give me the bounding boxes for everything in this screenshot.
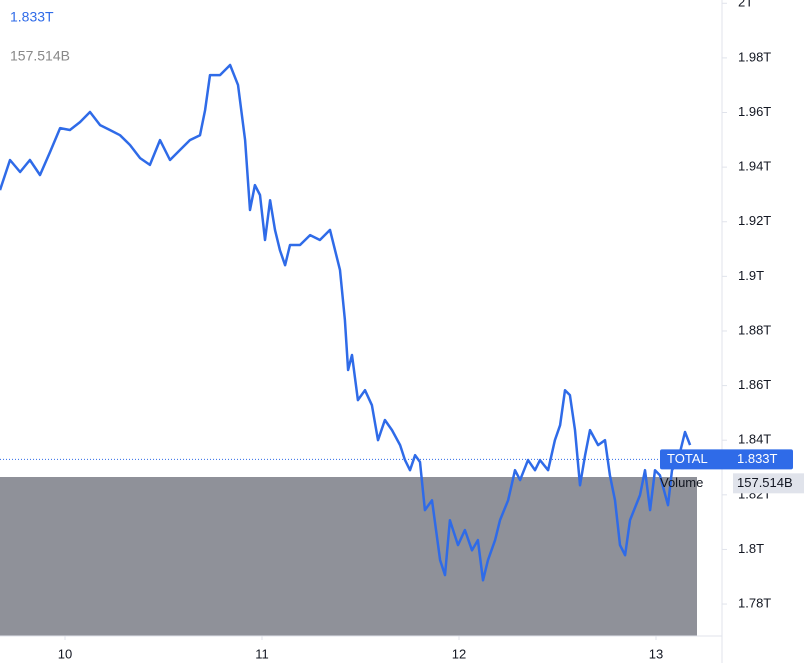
- y-tick-label: 1.96T: [738, 104, 771, 119]
- y-tick-label: 1.88T: [738, 322, 771, 337]
- volume-tag: [733, 473, 804, 494]
- y-tick-label: 1.9T: [738, 268, 764, 283]
- x-tick-label: 13: [649, 646, 663, 661]
- y-tick-label: 1.94T: [738, 159, 771, 174]
- series-name: TOTAL: [667, 451, 708, 466]
- legend-volume: 157.514B: [10, 48, 70, 64]
- price-line: [0, 63, 692, 582]
- y-tick-label: 1.78T: [738, 595, 771, 610]
- volume-name: Volume: [660, 475, 703, 490]
- y-tick-label: 1.8T: [738, 541, 764, 556]
- volume-tag-value: 157.514B: [737, 475, 793, 490]
- price-tag: [660, 449, 793, 470]
- x-tick-label: 12: [452, 646, 466, 661]
- x-tick-label: 10: [58, 646, 72, 661]
- y-tick-label: 1.86T: [738, 377, 771, 392]
- y-tick-label: 1.84T: [738, 432, 771, 447]
- legend-value: 1.833T: [10, 9, 54, 25]
- y-tick-label: 1.98T: [738, 49, 771, 64]
- price-tag-value: 1.833T: [737, 451, 778, 466]
- volume-area: [0, 477, 697, 636]
- x-tick-label: 11: [255, 646, 269, 661]
- y-tick-label: 1.92T: [738, 213, 771, 228]
- y-tick-label: 2T: [738, 0, 753, 10]
